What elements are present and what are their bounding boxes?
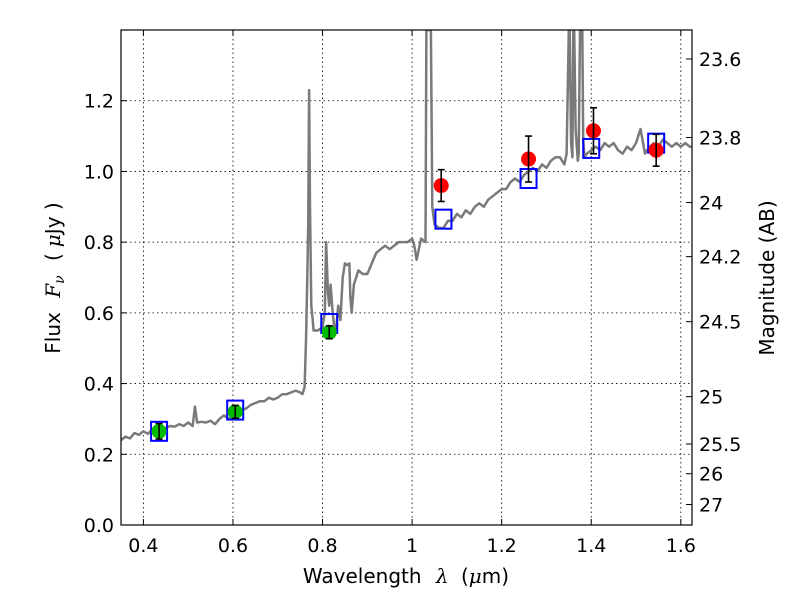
y-tick-label: 0.4 (84, 374, 114, 396)
x-tick-label: 1.2 (487, 535, 517, 557)
x-tick-label: 1.4 (576, 535, 606, 557)
y-tick-label: 0.8 (84, 232, 114, 254)
magnitude-tick-label: 24.5 (699, 312, 741, 334)
plot-background (121, 30, 692, 525)
x-tick-label: 0.8 (307, 535, 337, 557)
magnitude-tick-label: 25 (699, 387, 723, 409)
x-tick-label: 0.4 (128, 535, 158, 557)
y-axis-title-unit-rest: Jy ) (41, 202, 65, 236)
x-axis-title-unit-open: ( (461, 564, 469, 588)
y-axis-title-unit-mu: μ (41, 234, 65, 247)
plot-frame (120, 29, 693, 526)
y-axis-title: Flux Fν ( μJy ) (41, 202, 69, 353)
axes: 0.4 0.6 0.8 1 1.2 1.4 1.6 0.0 0.2 0.4 0.6 0.8 1.0 1.2… (84, 30, 741, 557)
y-axis-title-symbol: F (41, 283, 65, 299)
model-photometry-square (582, 137, 601, 159)
y2-axis-title: Magnitude (AB) (755, 200, 779, 355)
y-tick-label: 0.6 (84, 303, 114, 325)
x-axis-title-unit-rest: m) (482, 564, 509, 588)
model-photometry-square (150, 420, 169, 442)
y-tick-label: 0.0 (84, 515, 114, 537)
y-axis-title-unit-open: ( (41, 253, 65, 261)
magnitude-tick-label: 25.5 (699, 434, 741, 456)
y-tick-label: 1.0 (84, 161, 114, 183)
magnitude-tick-label: 27 (699, 494, 723, 516)
y-axis-title-subscript: ν (52, 275, 68, 284)
x-axis-title: Wavelength λ (μm) (303, 564, 509, 588)
x-tick-label: 1 (406, 535, 418, 557)
magnitude-tick-label: 24 (699, 193, 723, 215)
marker-layer (150, 106, 666, 442)
x-axis-title-unit-mu: μ (469, 564, 482, 588)
grid (121, 30, 692, 526)
x-tick-label: 1.6 (666, 535, 696, 557)
model-photometry-square (226, 399, 245, 421)
magnitude-tick-label: 26 (699, 464, 723, 486)
y-axis-title-prefix: Flux (41, 312, 65, 354)
y-tick-label: 0.2 (84, 444, 114, 466)
model-photometry-square (434, 208, 453, 230)
x-axis-title-prefix: Wavelength (303, 564, 422, 588)
magnitude-tick-label: 24.2 (699, 247, 741, 269)
x-tick-label: 0.6 (218, 535, 248, 557)
y-tick-label: 1.2 (84, 91, 114, 113)
x-axis-title-symbol: λ (435, 564, 449, 588)
magnitude-tick-label: 23.8 (699, 127, 741, 149)
magnitude-tick-label: 23.6 (699, 49, 741, 71)
